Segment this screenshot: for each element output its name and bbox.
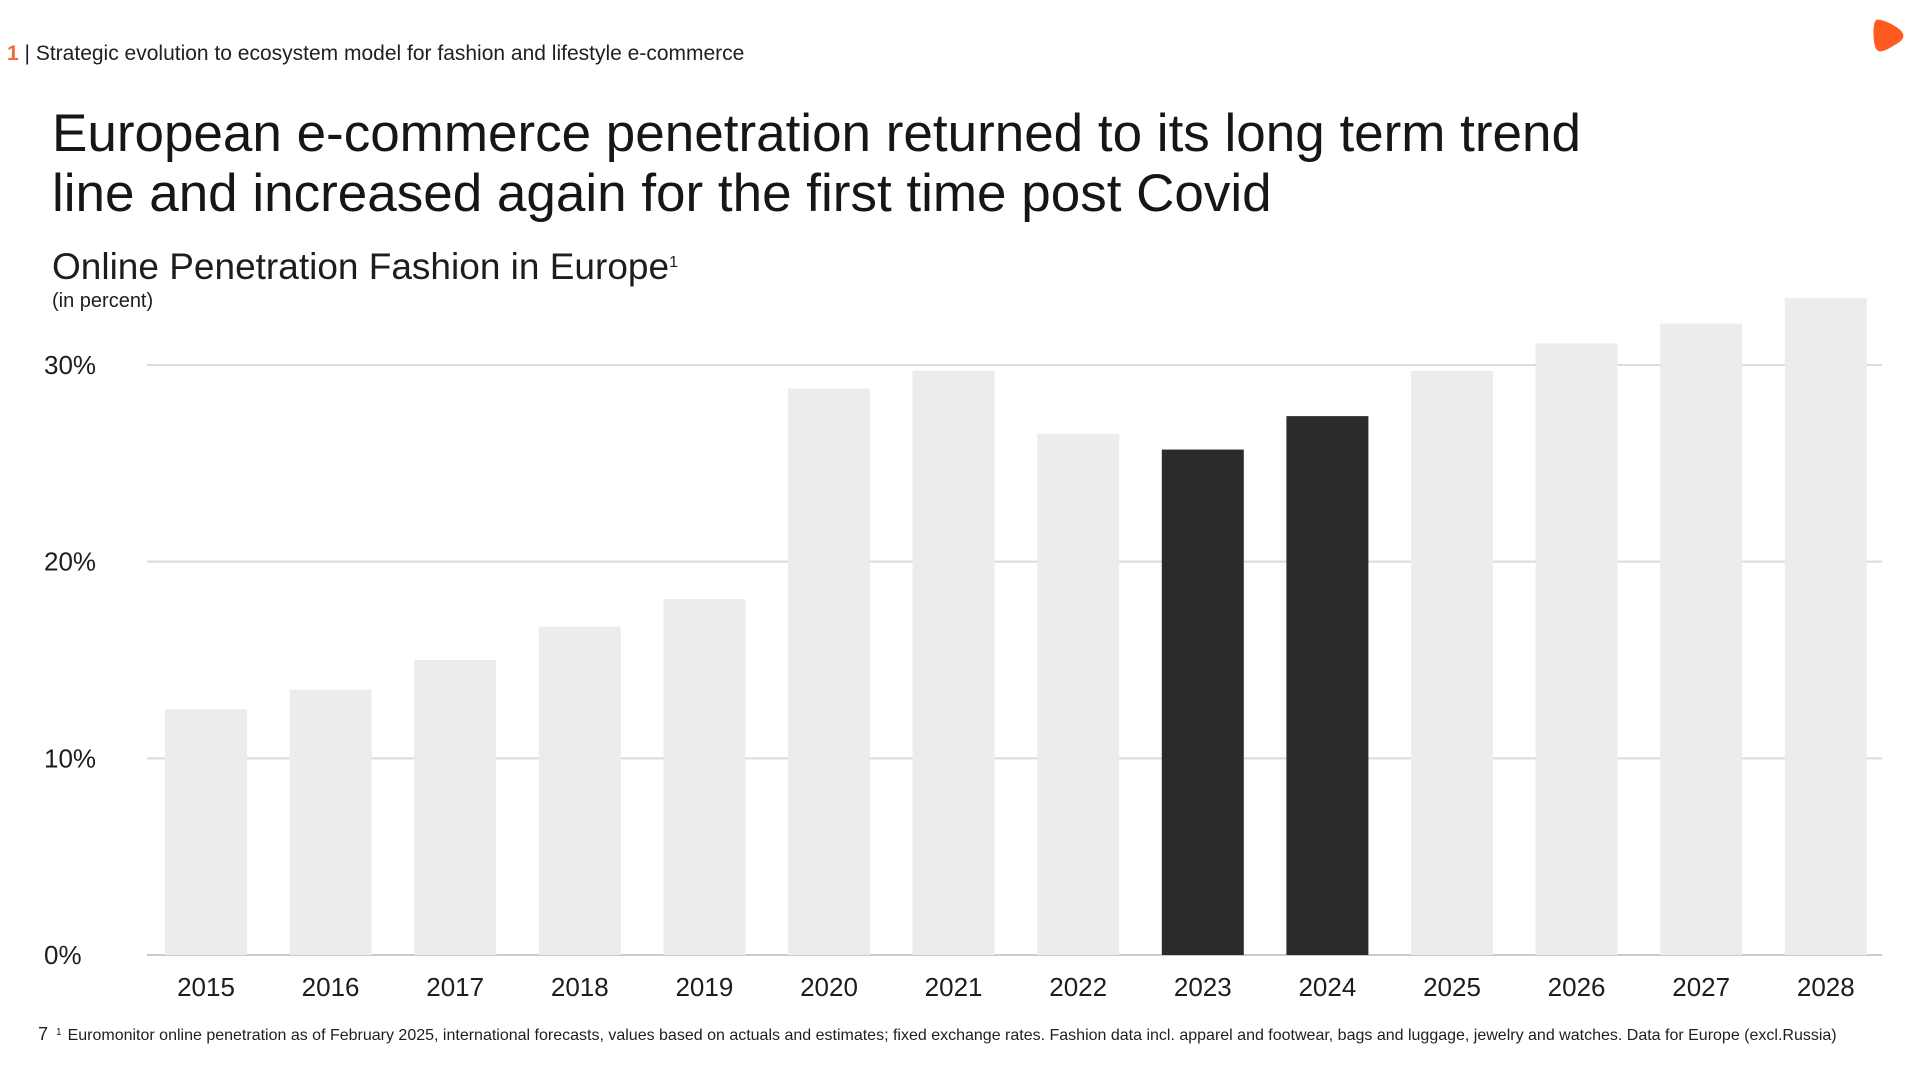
- page-title: European e-commerce penetration returned…: [52, 104, 1812, 224]
- bar: [414, 660, 497, 955]
- bar: [1660, 323, 1743, 955]
- y-tick-label: 0%: [44, 940, 82, 970]
- x-tick-label: 2019: [675, 972, 733, 1002]
- bar: [788, 388, 870, 956]
- chart-title-footnote-mark: 1: [669, 254, 678, 271]
- bar: [538, 626, 621, 955]
- footnote-text: Euromonitor online penetration as of Feb…: [67, 1027, 1837, 1044]
- bar: [1784, 298, 1867, 956]
- breadcrumb-divider: |: [24, 42, 30, 65]
- bar: [1535, 343, 1618, 955]
- bar: [663, 599, 746, 955]
- bar: [1286, 416, 1369, 956]
- bar: [1161, 449, 1244, 955]
- x-tick-label: 2016: [302, 972, 360, 1002]
- x-tick-label: 2020: [800, 972, 858, 1002]
- x-tick-label: 2026: [1548, 972, 1606, 1002]
- chart-title: Online Penetration Fashion in Europe1: [52, 246, 678, 288]
- x-tick-label: 2027: [1672, 972, 1730, 1002]
- y-tick-label: 30%: [44, 350, 96, 380]
- bar: [912, 370, 995, 955]
- x-tick-label: 2024: [1298, 972, 1356, 1002]
- footnote: 7 1 Euromonitor online penetration as of F…: [38, 1024, 1898, 1045]
- bar: [165, 709, 247, 955]
- bar: [1411, 370, 1493, 955]
- x-tick-label: 2017: [426, 972, 484, 1002]
- x-tick-label: 2018: [551, 972, 609, 1002]
- y-tick-label: 20%: [44, 547, 96, 577]
- chart-title-text: Online Penetration Fashion in Europe: [52, 246, 670, 287]
- x-tick-label: 2022: [1049, 972, 1107, 1002]
- x-tick-label: 2015: [177, 972, 235, 1002]
- section-number: 1: [7, 42, 19, 65]
- chart-bars: [165, 298, 1867, 956]
- y-tick-label: 10%: [44, 743, 96, 773]
- x-tick-label: 2028: [1797, 972, 1855, 1002]
- bar: [1037, 433, 1120, 955]
- page-title-line-2: line and increased again for the first t…: [52, 164, 1272, 223]
- bar: [289, 689, 372, 955]
- chart-grid: [147, 364, 1882, 956]
- x-tick-label: 2023: [1174, 972, 1232, 1002]
- breadcrumb-text: Strategic evolution to ecosystem model f…: [35, 42, 745, 65]
- x-tick-label: 2025: [1423, 972, 1481, 1002]
- chart-subtitle: (in percent): [52, 290, 154, 312]
- footnote-mark: 1: [56, 1027, 62, 1038]
- page-title-line-1: European e-commerce penetration returned…: [52, 104, 1581, 163]
- chart-axes: 0% 10% 20% 30% 2015 2016 2017 2018 2019 2020 2021 2…: [44, 350, 1855, 1002]
- x-tick-label: 2021: [925, 972, 983, 1002]
- breadcrumb: 1 | Strategic evolution to ecosystem mod…: [7, 42, 744, 66]
- brand-play-icon: [1873, 19, 1904, 52]
- page-number: 7: [38, 1024, 49, 1044]
